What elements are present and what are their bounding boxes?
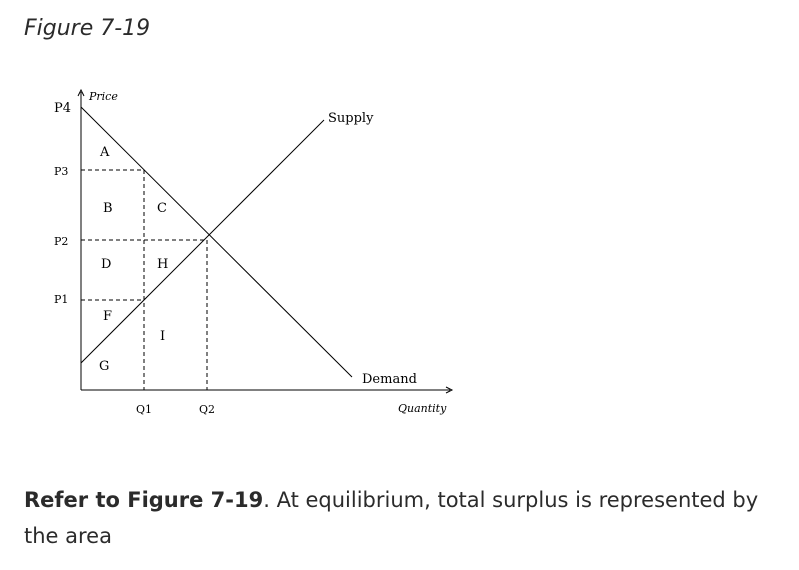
y-tick-label: P3: [54, 165, 68, 178]
figure-title: Figure 7-19: [24, 16, 151, 41]
supply-curve: [80, 119, 325, 364]
x-tick-label: Q2: [199, 403, 215, 416]
question-text: Refer to Figure 7-19. At equilibrium, to…: [24, 482, 784, 554]
x-axis-title: Quantity: [398, 402, 447, 415]
x-tick-label: Q1: [136, 403, 152, 416]
y-tick-label: P4: [54, 101, 71, 116]
y-axis-title: Price: [88, 90, 118, 103]
figure-reference: Refer to Figure 7-19: [24, 488, 264, 512]
supply-demand-diagram: Price Quantity P4 P3 P2 P1 Q1 Q2 Supply …: [54, 88, 454, 416]
demand-label: Demand: [362, 372, 417, 387]
area-label-g: G: [99, 359, 109, 374]
demand-curve: [80, 106, 353, 378]
y-tick-label: P2: [54, 235, 68, 248]
area-label-c: C: [157, 201, 167, 216]
question-body: . At equilibrium, total surplus is repre…: [24, 488, 759, 548]
area-label-f: F: [103, 309, 112, 324]
area-label-h: H: [157, 257, 168, 272]
area-label-d: D: [101, 257, 111, 272]
area-label-a: A: [99, 145, 110, 160]
area-label-b: B: [103, 201, 113, 216]
x-axis-arrow: [445, 386, 454, 394]
y-axis-arrow: [77, 88, 85, 97]
supply-label: Supply: [328, 111, 374, 126]
area-label-i: I: [160, 329, 165, 344]
y-tick-label: P1: [54, 293, 68, 306]
